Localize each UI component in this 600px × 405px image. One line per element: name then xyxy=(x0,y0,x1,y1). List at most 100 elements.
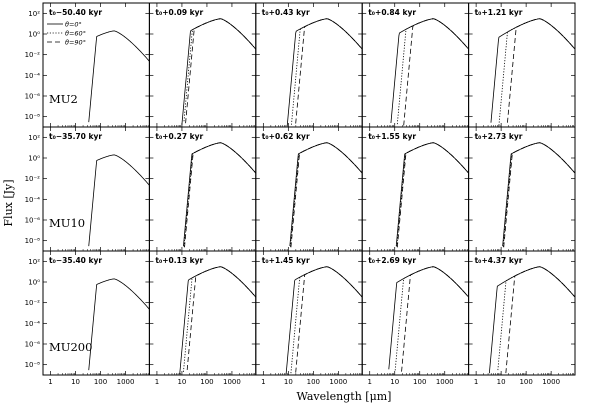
panel-frame xyxy=(42,126,150,252)
x-tick-label: 100 xyxy=(200,378,213,386)
panel: t₀+0.13 kyr 1 10 100 1000 xyxy=(148,250,257,386)
panel-title: t₀+0.27 kyr xyxy=(155,132,203,141)
sed-curve-theta-60 xyxy=(396,142,469,247)
legend-label: θ=60° xyxy=(65,30,86,38)
panel-title: t₀+0.09 kyr xyxy=(155,8,203,17)
y-tick-label: 10² xyxy=(28,134,40,142)
panel-title: t₀−50.40 kyr xyxy=(49,8,102,17)
panel: t₀+2.69 kyr 1 10 100 1000 xyxy=(361,250,470,386)
sed-curve-theta-90 xyxy=(505,266,576,374)
panel: t₀+0.27 kyr xyxy=(148,126,257,252)
sed-curve-theta-0 xyxy=(395,142,469,247)
panel: t₀+1.55 kyr xyxy=(361,126,470,252)
x-tick-label: 1000 xyxy=(117,378,135,386)
sed-curve-theta-0 xyxy=(388,266,469,370)
legend-label: θ=90° xyxy=(65,39,86,47)
y-tick-label: 10⁻² xyxy=(25,299,41,307)
panel-frame xyxy=(255,2,363,128)
x-tick-label: 10 xyxy=(71,378,80,386)
panel-frame xyxy=(361,2,470,128)
sed-curve-theta-90 xyxy=(186,266,257,371)
sed-curve-theta-90 xyxy=(295,266,363,373)
legend-label: θ=0° xyxy=(65,21,82,29)
x-tick-label: 100 xyxy=(94,378,107,386)
panel-frame xyxy=(468,250,576,376)
panel-title: t₀+0.62 kyr xyxy=(262,132,310,141)
panel-frame xyxy=(255,126,363,252)
sed-curve-theta-90 xyxy=(503,142,576,248)
panel-title: t₀+1.21 kyr xyxy=(475,8,523,17)
panel-frame xyxy=(255,250,363,376)
sed-curve-theta-60 xyxy=(183,142,257,247)
sed-curve-theta-0 xyxy=(285,266,363,374)
y-tick-label: 10⁻⁴ xyxy=(25,320,41,328)
panel: t₀+1.21 kyr xyxy=(468,2,576,128)
panel: t₀+0.43 kyr xyxy=(255,2,363,128)
panel-title: t₀+1.45 kyr xyxy=(262,256,310,265)
sed-curve-theta-0 xyxy=(502,142,576,247)
panel: t₀+0.62 kyr xyxy=(255,126,363,252)
sed-curve-theta-0 xyxy=(286,18,363,127)
y-tick-label: 10⁻⁴ xyxy=(25,196,41,204)
panel-frame xyxy=(361,126,470,252)
panel-title: t₀+1.55 kyr xyxy=(368,132,416,141)
panel-frame xyxy=(148,126,257,252)
sed-curve-theta-90 xyxy=(396,142,469,248)
panel-title: t₀+2.69 kyr xyxy=(368,256,416,265)
y-tick-label: 10⁻⁴ xyxy=(25,72,41,80)
y-tick-label: 10² xyxy=(28,10,40,18)
sed-curve-theta-0 xyxy=(289,142,363,247)
x-tick-label: 1 xyxy=(367,378,371,386)
panel-frame xyxy=(468,2,576,128)
sed-curve-theta-60 xyxy=(394,266,469,371)
panel: t₀+0.09 kyr xyxy=(148,2,257,128)
panel: t₀−35.40 kyr MU200 1 10 100 1000 10² 10⁰ 10⁻² 10⁻… xyxy=(25,250,150,386)
x-tick-label: 10 xyxy=(497,378,506,386)
x-tick-label: 1000 xyxy=(329,378,347,386)
y-tick-label: 10⁰ xyxy=(28,31,40,39)
sed-curve-theta-0 xyxy=(488,266,576,374)
sed-curve-theta-60 xyxy=(289,142,363,247)
y-tick-label: 10⁰ xyxy=(28,279,40,287)
sed-curve-theta-0 xyxy=(183,142,257,247)
panel-grid: t₀−50.40 kyr MU2 θ=0°θ=60°θ=90° 10² 10⁰ 10⁻² 1… xyxy=(25,2,576,386)
panel-title: t₀−35.70 kyr xyxy=(49,132,102,141)
y-tick-label: 10⁻⁶ xyxy=(25,217,41,225)
panel-title: t₀+0.84 kyr xyxy=(368,8,416,17)
panel: t₀−35.70 kyr MU10 10² 10⁰ 10⁻² 10⁻⁴ 10⁻⁶ 10⁻⁸ xyxy=(25,126,150,252)
x-tick-label: 10 xyxy=(284,378,293,386)
sed-curve-theta-0 xyxy=(88,30,150,123)
sed-curve-theta-0 xyxy=(88,154,150,247)
panel: t₀+0.84 kyr xyxy=(361,2,470,128)
sed-curve-theta-0 xyxy=(181,18,257,126)
y-tick-label: 10² xyxy=(28,258,40,266)
panel: t₀+2.73 kyr xyxy=(468,126,576,252)
x-axis-label: Wavelength [μm] xyxy=(297,390,392,403)
x-tick-label: 1 xyxy=(155,378,159,386)
sed-curve-theta-90 xyxy=(184,142,257,248)
sed-curve-theta-0 xyxy=(490,18,576,123)
panel-title: t₀+2.73 kyr xyxy=(475,132,523,141)
sed-curve-theta-60 xyxy=(497,266,576,371)
y-tick-label: 10⁻² xyxy=(25,175,41,183)
panel: t₀−50.40 kyr MU2 θ=0°θ=60°θ=90° 10² 10⁰ 10⁻² 1… xyxy=(25,2,150,128)
x-tick-label: 1000 xyxy=(223,378,241,386)
panel-frame xyxy=(148,250,257,376)
panel-frame xyxy=(468,126,576,252)
sed-curve-theta-0 xyxy=(179,266,257,374)
panel: t₀+1.45 kyr 1 10 100 1000 xyxy=(255,250,363,386)
x-tick-label: 1 xyxy=(261,378,265,386)
panel-title: t₀+0.13 kyr xyxy=(155,256,203,265)
x-tick-label: 10 xyxy=(177,378,186,386)
sed-curve-theta-60 xyxy=(183,18,257,122)
row-label: MU2 xyxy=(49,92,78,106)
y-axis-label: Flux [Jy] xyxy=(2,179,15,226)
panel-frame xyxy=(42,2,150,128)
x-tick-label: 1000 xyxy=(542,378,560,386)
y-tick-label: 10⁻⁸ xyxy=(25,113,41,121)
panel-frame xyxy=(361,250,470,376)
y-tick-label: 10⁻² xyxy=(25,51,41,59)
sed-curve-theta-60 xyxy=(290,266,363,374)
x-tick-label: 10 xyxy=(390,378,399,386)
panel-title: t₀−35.40 kyr xyxy=(49,256,102,265)
